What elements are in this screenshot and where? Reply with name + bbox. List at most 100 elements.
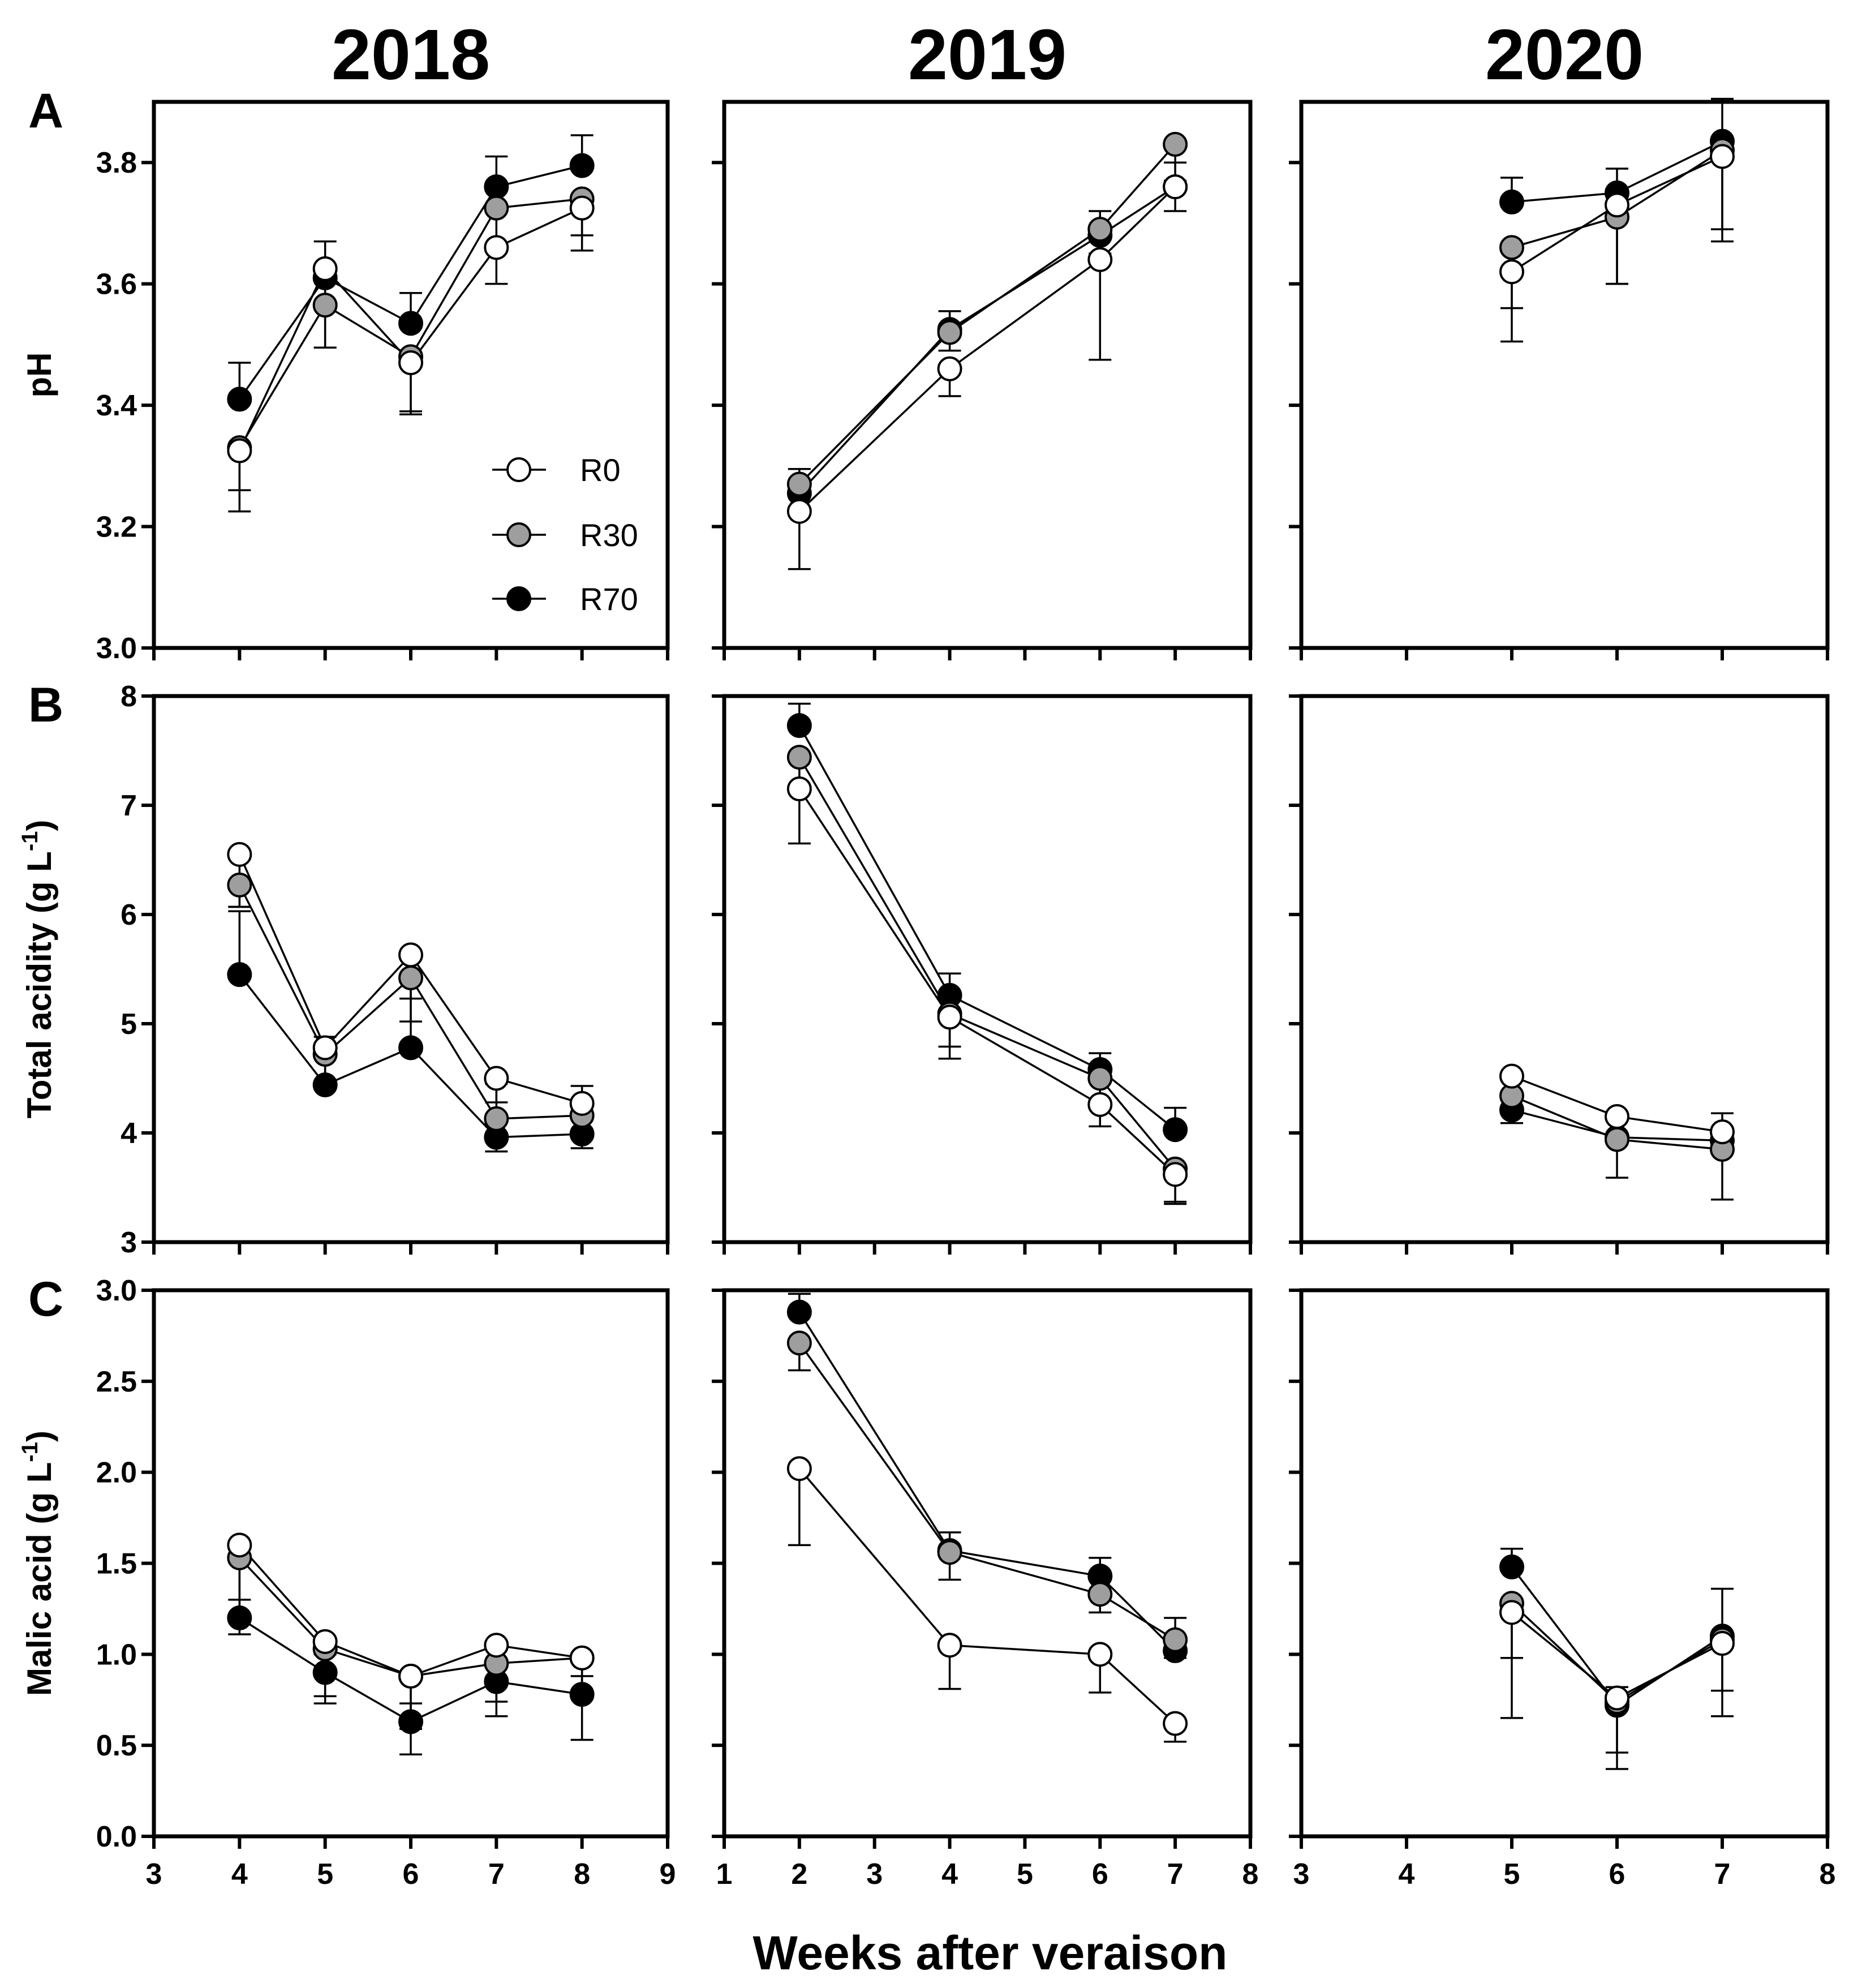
y-tick-label: 5 bbox=[121, 1008, 137, 1041]
panel-frame bbox=[722, 694, 1253, 1244]
x-tick-label: 8 bbox=[574, 1858, 590, 1891]
data-point-R30 bbox=[312, 293, 338, 318]
data-point-R0 bbox=[569, 1090, 595, 1116]
panel-A-2020 bbox=[1289, 97, 1830, 660]
panel-B-2020 bbox=[1289, 694, 1830, 1255]
data-point-R0 bbox=[1087, 247, 1113, 272]
x-tick-label: 8 bbox=[1820, 1858, 1836, 1891]
data-point-R30 bbox=[1499, 235, 1524, 260]
x-tick-label: 7 bbox=[1167, 1858, 1184, 1891]
x-tick-label: 6 bbox=[1092, 1858, 1108, 1891]
series-line-R70 bbox=[1511, 1566, 1723, 1707]
y-tick-label: 0.0 bbox=[96, 1820, 137, 1853]
x-tick-label: 7 bbox=[1714, 1858, 1731, 1891]
series-line-R0 bbox=[239, 1544, 582, 1677]
data-point-R70 bbox=[227, 387, 252, 412]
y-axis-label-text: Malic acid (g L-1) bbox=[18, 1431, 58, 1696]
panel-frame bbox=[1299, 694, 1830, 1244]
data-point-R70 bbox=[312, 1660, 338, 1685]
data-point-R0 bbox=[1605, 1104, 1629, 1130]
data-point-R30 bbox=[1087, 1582, 1113, 1607]
panel-frame bbox=[1299, 1288, 1830, 1839]
series-line-R30 bbox=[798, 143, 1176, 485]
x-tick-label: 6 bbox=[1609, 1858, 1626, 1891]
y-tick-label: 3.0 bbox=[96, 632, 137, 665]
data-point-R0 bbox=[484, 235, 509, 260]
data-point-R70 bbox=[312, 1072, 338, 1098]
panel-frame bbox=[1299, 100, 1830, 650]
series-line-R70 bbox=[798, 1311, 1176, 1652]
data-point-R30 bbox=[937, 1540, 962, 1565]
series-line-R0 bbox=[1511, 1611, 1723, 1699]
data-point-R0 bbox=[398, 942, 423, 968]
data-point-R0 bbox=[937, 1004, 962, 1030]
data-point-R0 bbox=[1163, 1711, 1188, 1736]
y-tick-label: 3 bbox=[121, 1226, 137, 1259]
x-tick-label: 4 bbox=[231, 1858, 248, 1891]
panel-letter-B: B bbox=[28, 678, 63, 732]
column-title-2020: 2020 bbox=[1485, 15, 1644, 95]
x-tick-label: 8 bbox=[1242, 1858, 1259, 1891]
data-point-R30 bbox=[227, 872, 252, 898]
data-point-R30 bbox=[1087, 1066, 1113, 1091]
y-axis-label-row-A: pH bbox=[20, 353, 58, 398]
data-point-R0 bbox=[569, 195, 595, 221]
y-tick-label: 1.5 bbox=[96, 1548, 137, 1581]
y-tick-label: 7 bbox=[121, 789, 137, 822]
panel-frame bbox=[722, 100, 1253, 650]
column-title-2018: 2018 bbox=[332, 15, 490, 95]
data-point-R0 bbox=[227, 1532, 252, 1558]
data-point-R30 bbox=[484, 195, 509, 221]
y-tick-label: 8 bbox=[121, 680, 137, 713]
y-axis-label-text: pH bbox=[20, 353, 58, 398]
data-point-R0 bbox=[1499, 1600, 1524, 1625]
y-axis-label-row-B: Total acidity (g L-1) bbox=[18, 820, 58, 1119]
data-point-R70 bbox=[398, 311, 423, 336]
data-point-R70 bbox=[1163, 1117, 1188, 1143]
series-line-R30 bbox=[798, 757, 1176, 1170]
data-point-R70 bbox=[398, 1709, 423, 1734]
y-tick-label: 2.5 bbox=[96, 1366, 137, 1398]
data-point-R0 bbox=[1499, 259, 1524, 285]
data-point-R0 bbox=[937, 356, 962, 381]
y-tick-label: 3.2 bbox=[96, 511, 137, 544]
series-line-R0 bbox=[798, 186, 1176, 513]
y-tick-label: 6 bbox=[121, 899, 137, 931]
x-tick-label: 5 bbox=[1504, 1858, 1520, 1891]
series-line-R70 bbox=[798, 725, 1176, 1131]
legend-marker-R0 bbox=[506, 457, 531, 482]
y-axis-label-row-C: Malic acid (g L-1) bbox=[18, 1431, 58, 1696]
data-point-R0 bbox=[786, 1456, 812, 1482]
data-point-R70 bbox=[227, 1605, 252, 1630]
data-point-R0 bbox=[1605, 1685, 1629, 1711]
series-line-R30 bbox=[239, 1557, 582, 1677]
y-tick-label: 4 bbox=[121, 1117, 137, 1150]
data-point-R0 bbox=[569, 1645, 595, 1671]
data-point-R70 bbox=[398, 1035, 423, 1060]
data-point-R0 bbox=[1163, 174, 1188, 200]
data-point-R0 bbox=[1710, 1119, 1735, 1145]
x-tick-label: 2 bbox=[791, 1858, 807, 1891]
data-point-R30 bbox=[786, 1330, 812, 1356]
series-line-R70 bbox=[798, 186, 1176, 494]
panel-letter-C: C bbox=[28, 1272, 63, 1326]
x-axis-label: Weeks after veraison bbox=[753, 1926, 1228, 1980]
data-point-R0 bbox=[1499, 1063, 1524, 1089]
y-tick-label: 0.5 bbox=[96, 1729, 137, 1762]
series-line-R30 bbox=[798, 1342, 1176, 1641]
data-point-R0 bbox=[1710, 1631, 1735, 1656]
data-point-R0 bbox=[484, 1066, 509, 1091]
data-point-R0 bbox=[786, 776, 812, 802]
y-tick-label: 3.6 bbox=[96, 268, 137, 301]
data-point-R0 bbox=[937, 1633, 962, 1658]
x-tick-label: 4 bbox=[1399, 1858, 1415, 1891]
panel-A-2018: 3.0 3.2 3.4 3.6 3.8 bbox=[96, 100, 670, 665]
x-tick-label: 5 bbox=[1017, 1858, 1033, 1891]
x-tick-label: 3 bbox=[1293, 1858, 1310, 1891]
data-point-R30 bbox=[1163, 1627, 1188, 1652]
y-tick-label: 3.8 bbox=[96, 147, 137, 179]
data-point-R0 bbox=[1087, 1642, 1113, 1667]
legend-label-R0: R0 bbox=[580, 452, 621, 488]
